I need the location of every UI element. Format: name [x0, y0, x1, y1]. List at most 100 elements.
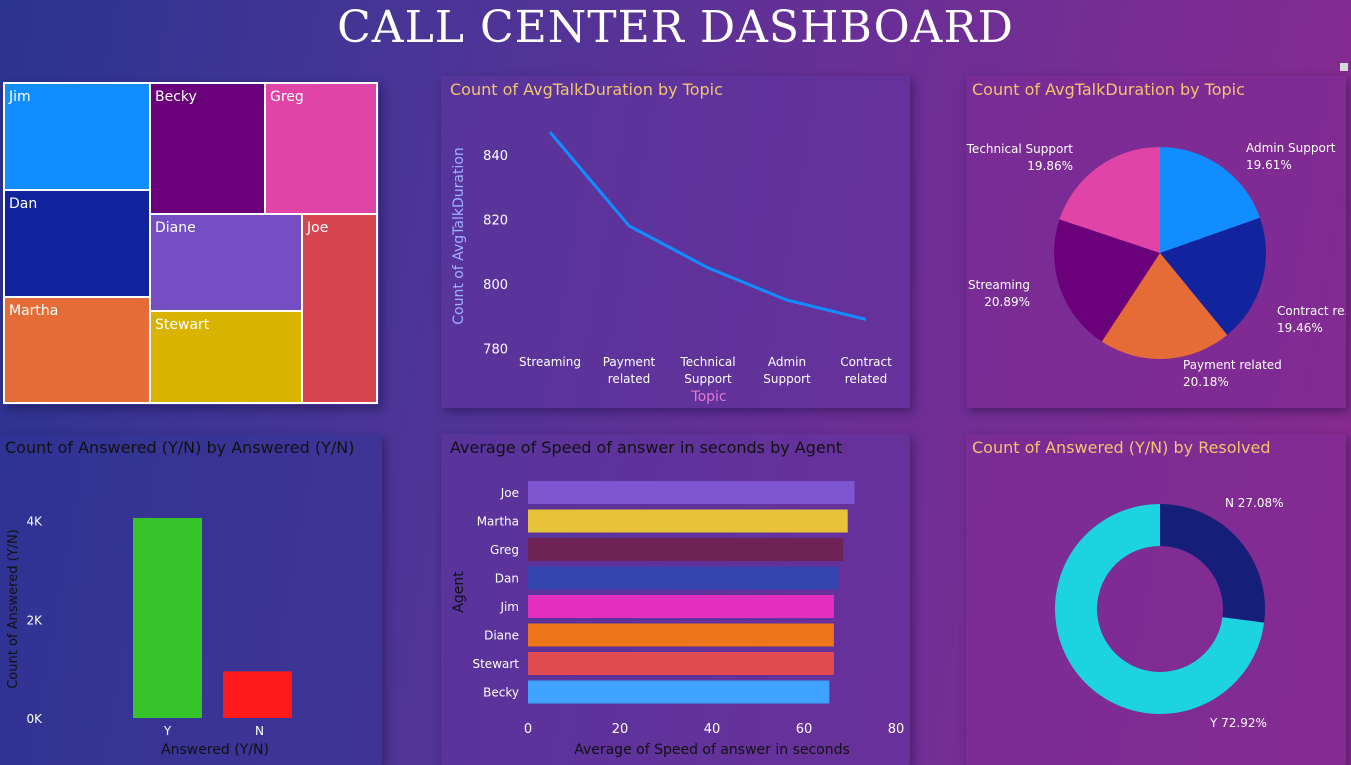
- y-tick-label: 820: [483, 213, 508, 228]
- treemap-tile-label: Dan: [9, 196, 37, 212]
- treemap-tile[interactable]: Stewart: [149, 310, 303, 404]
- treemap-tile[interactable]: Dan: [3, 189, 151, 298]
- agent-bar: [528, 652, 834, 675]
- x-tick-label: 20: [612, 722, 629, 737]
- pie-slice-name: Contract re...: [1277, 304, 1346, 318]
- donut-slice-label: Y 72.92%: [1209, 716, 1267, 730]
- x-tick-label: related: [845, 372, 887, 386]
- pie-slice-percent: 20.89%: [984, 295, 1030, 309]
- treemap-tile-label: Stewart: [155, 317, 210, 333]
- pie-slice-percent: 19.46%: [1277, 321, 1323, 335]
- line-series: [548, 131, 867, 321]
- treemap-tile-label: Becky: [155, 89, 197, 105]
- treemap-tile[interactable]: Jim: [3, 82, 151, 191]
- x-tick-label: Payment: [603, 355, 656, 369]
- pie-slice-name: Technical Support: [966, 142, 1073, 156]
- pie-slice-name: Payment related: [1183, 358, 1282, 372]
- y-tick-label: 780: [483, 343, 508, 358]
- focus-mode-icon[interactable]: [1340, 63, 1348, 71]
- pie-slice-percent: 20.18%: [1183, 375, 1229, 389]
- treemap-tile[interactable]: Diane: [149, 213, 303, 312]
- y-tick-label: Dan: [495, 572, 519, 586]
- column-chart-card[interactable]: Count of Answered (Y/N) by Answered (Y/N…: [0, 434, 382, 765]
- x-tick-label: Contract: [840, 355, 892, 369]
- column-chart-title: Count of Answered (Y/N) by Answered (Y/N…: [5, 438, 355, 457]
- agent-bar: [528, 623, 834, 647]
- donut-slice: [1055, 504, 1265, 714]
- pie-slice-name: Streaming: [968, 278, 1030, 292]
- treemap-tile[interactable]: Martha: [3, 296, 151, 404]
- x-tick-label: 80: [888, 722, 905, 737]
- donut-chart-title: Count of Answered (Y/N) by Resolved: [972, 438, 1271, 457]
- y-tick-label: 840: [483, 149, 508, 164]
- column-bar: [223, 671, 292, 718]
- x-tick-label: Technical: [679, 355, 735, 369]
- y-tick-label: Joe: [500, 486, 519, 500]
- y-tick-label: 800: [483, 278, 508, 293]
- treemap-tile[interactable]: Greg: [264, 82, 378, 215]
- x-tick-label: 40: [704, 722, 721, 737]
- bar-chart[interactable]: Joe Martha Greg Dan Jim Diane Stewart Becky 0 20 4…: [441, 434, 910, 765]
- x-tick-label: Streaming: [519, 355, 581, 369]
- x-tick-label: Support: [684, 372, 732, 386]
- pie-slice: [1059, 147, 1160, 253]
- donut-chart-card[interactable]: Count of Answered (Y/N) by Resolved N 27…: [966, 434, 1346, 765]
- y-tick-label: 4K: [26, 515, 43, 529]
- line-chart-title: Count of AvgTalkDuration by Topic: [450, 80, 723, 99]
- agent-bar: [528, 538, 844, 561]
- line-chart-card[interactable]: Count of AvgTalkDuration by Topic 780 800…: [441, 76, 910, 408]
- y-tick-label: Stewart: [472, 657, 519, 671]
- agent-bar: [528, 566, 839, 590]
- pie-slice-percent: 19.86%: [1027, 159, 1073, 173]
- y-axis-title: Agent: [451, 571, 467, 613]
- x-tick-label: related: [608, 372, 650, 386]
- line-chart[interactable]: 780 800 820 840 Streaming Payment related Techn…: [441, 76, 910, 408]
- donut-slice: [1160, 504, 1265, 623]
- pie-chart[interactable]: Admin Support 19.61% Contract re... 19.46% P…: [966, 76, 1346, 408]
- y-tick-label: Jim: [499, 600, 519, 614]
- bar-chart-card[interactable]: Average of Speed of answer in seconds by…: [441, 434, 910, 765]
- treemap-tile-label: Jim: [8, 89, 31, 105]
- agent-bar: [528, 509, 848, 533]
- column-bar: [133, 518, 202, 718]
- pie-slice: [1054, 219, 1160, 342]
- pie-chart-card[interactable]: Count of AvgTalkDuration by Topic Admin …: [966, 76, 1346, 408]
- treemap-tile-rect: [301, 213, 378, 404]
- treemap-tile-rect: [149, 310, 303, 404]
- treemap-tile-rect: [3, 296, 151, 404]
- treemap-tile[interactable]: Becky: [149, 82, 266, 215]
- donut-chart[interactable]: N 27.08% Y 72.92%: [966, 434, 1346, 765]
- agent-bar: [528, 595, 834, 618]
- y-tick-label: 2K: [26, 613, 43, 627]
- x-tick-label: Support: [763, 372, 811, 386]
- y-tick-label: 0K: [26, 712, 43, 726]
- dashboard-title: CALL CENTER DASHBOARD: [337, 2, 1014, 53]
- y-tick-label: Greg: [490, 543, 519, 557]
- agent-bar: [528, 481, 855, 504]
- column-chart[interactable]: 0K 2K 4K Y N Answered (Y/N) Count of Answered …: [0, 434, 382, 765]
- y-tick-label: Diane: [484, 629, 519, 643]
- treemap-tile-label: Joe: [306, 220, 328, 236]
- pie-slice: [1160, 217, 1266, 335]
- treemap-tile-label: Greg: [270, 89, 304, 105]
- pie-chart-title: Count of AvgTalkDuration by Topic: [972, 80, 1245, 99]
- y-axis-title: Count of AvgTalkDuration: [451, 147, 467, 325]
- pie-slice: [1160, 147, 1260, 253]
- pie-slice-percent: 19.61%: [1246, 158, 1292, 172]
- treemap-tile[interactable]: Joe: [301, 213, 378, 404]
- pie-slice-name: Admin Support: [1246, 141, 1336, 155]
- x-axis-title: Topic: [690, 389, 726, 405]
- bar-chart-title: Average of Speed of answer in seconds by…: [450, 438, 843, 457]
- x-tick-label: N: [255, 724, 264, 738]
- treemap-card[interactable]: Jim Becky Greg Dan Diane Joe Martha Stewart: [3, 82, 379, 405]
- treemap-tile-rect: [3, 82, 151, 191]
- pie-slice: [1101, 253, 1228, 359]
- x-tick-label: Admin: [768, 355, 806, 369]
- treemap-chart[interactable]: Jim Becky Greg Dan Diane Joe Martha Stewart: [3, 82, 379, 405]
- y-tick-label: Becky: [483, 686, 519, 700]
- agent-bar: [528, 680, 830, 704]
- x-tick-label: 0: [524, 722, 532, 737]
- x-tick-label: Y: [163, 724, 172, 738]
- y-tick-label: Martha: [477, 515, 519, 529]
- donut-slice-label: N 27.08%: [1225, 496, 1284, 510]
